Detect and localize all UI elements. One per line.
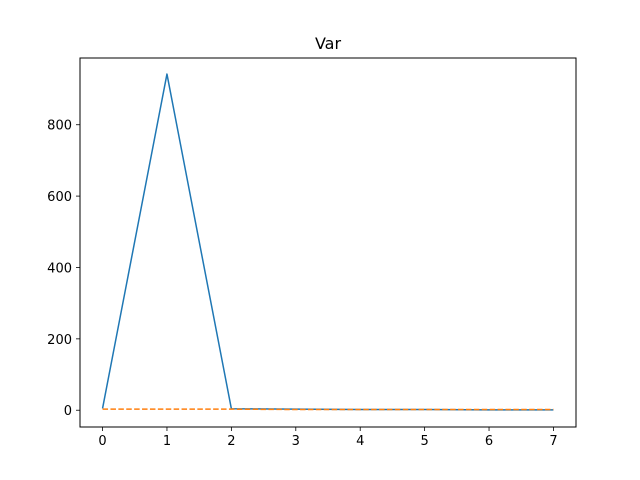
y-tick-label: 200 (47, 333, 72, 348)
axes-frame (79, 57, 577, 428)
y-tick-label: 800 (47, 119, 72, 134)
chart-title: Var (315, 34, 342, 53)
x-axis: 0 1 2 3 4 5 6 7 (98, 427, 558, 449)
x-tick-label: 3 (292, 434, 300, 449)
y-tick-label: 400 (47, 261, 72, 276)
y-tick-label: 0 (64, 404, 72, 419)
x-tick-label: 6 (485, 434, 493, 449)
plot-area (101, 73, 554, 411)
y-axis: 0 200 400 600 800 (47, 119, 80, 419)
x-tick-label: 0 (98, 434, 106, 449)
x-tick-label: 2 (227, 434, 235, 449)
y-tick-label: 600 (47, 190, 72, 205)
series-line-1 (101, 73, 554, 411)
x-tick-label: 4 (356, 434, 364, 449)
x-tick-label: 1 (163, 434, 171, 449)
x-tick-label: 7 (549, 434, 557, 449)
x-tick-label: 5 (420, 434, 428, 449)
